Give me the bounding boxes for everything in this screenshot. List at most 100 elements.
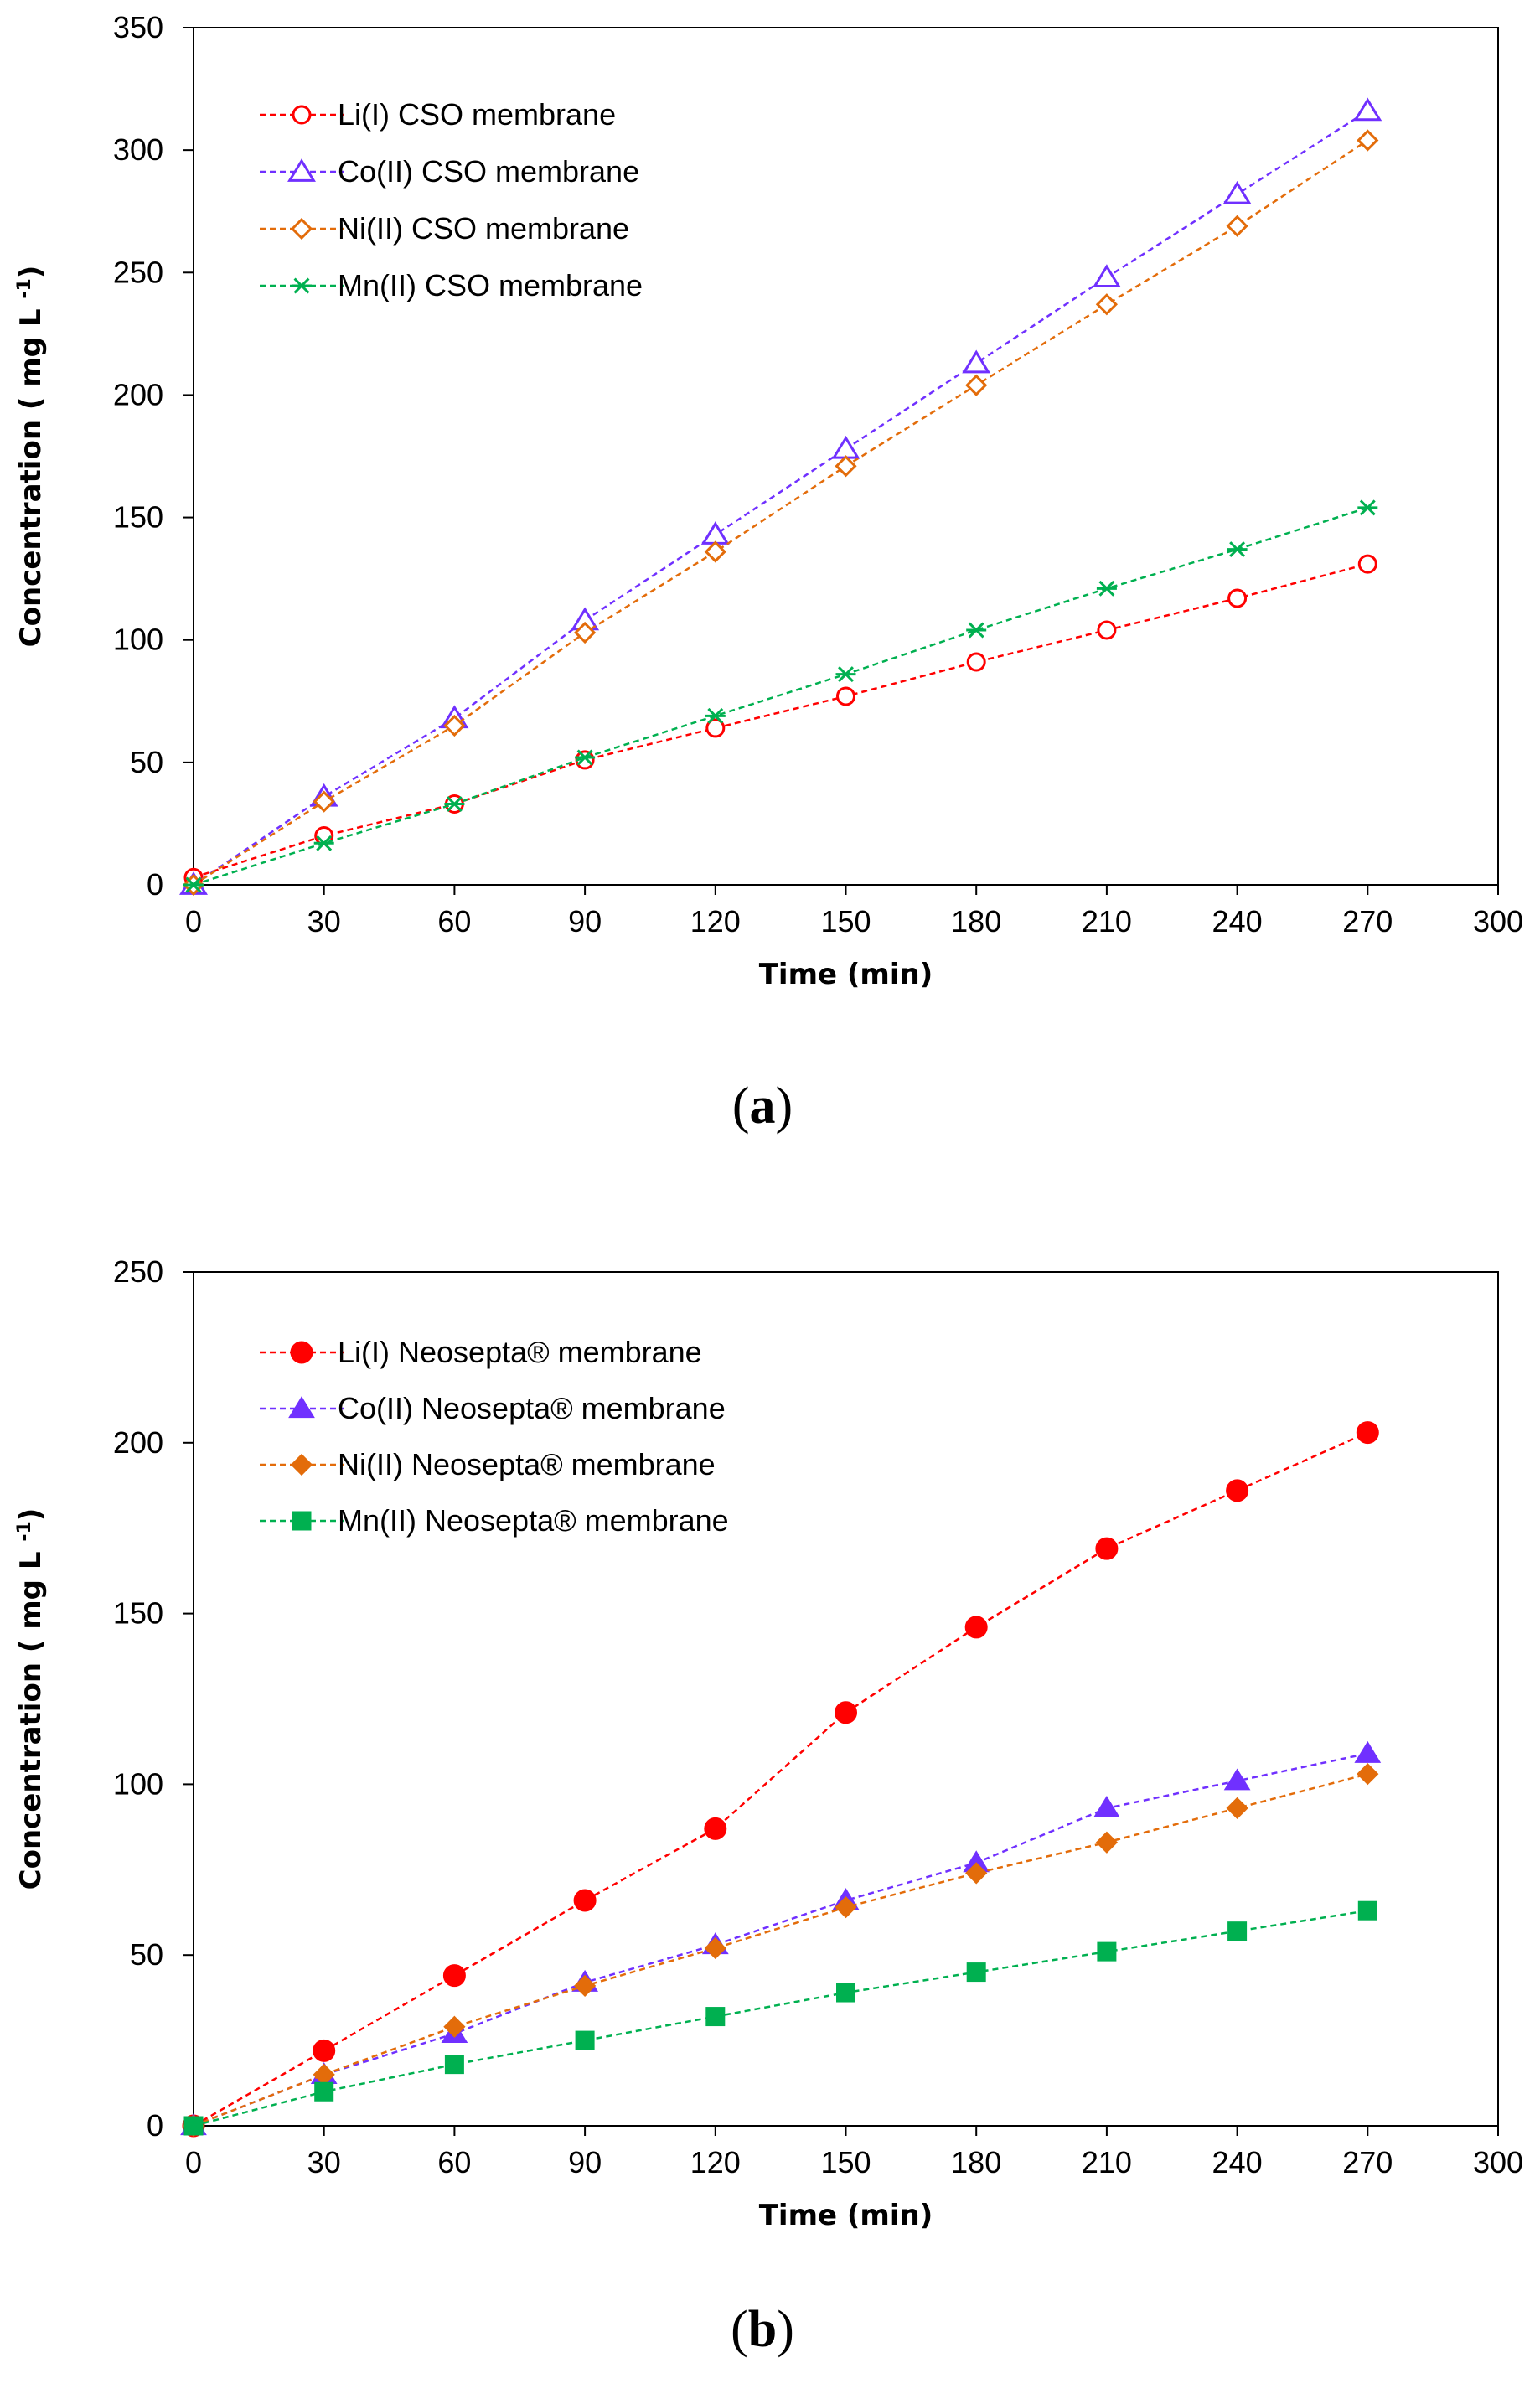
legend-label: Co(II) Neosepta® membrane <box>338 1391 726 1425</box>
data-point <box>704 1817 727 1840</box>
data-point <box>1357 1900 1377 1921</box>
legend-marker <box>292 1511 312 1531</box>
series-2 <box>182 129 1379 897</box>
legend-item: Mn(II) Neosepta® membrane <box>260 1503 729 1538</box>
series-line <box>193 506 1368 887</box>
y-tick-label: 150 <box>113 1596 163 1631</box>
x-tick-label: 0 <box>185 904 202 938</box>
y-tick-label: 100 <box>113 1766 163 1801</box>
data-point <box>444 2055 464 2075</box>
legend-item: Li(I) Neosepta® membrane <box>260 1335 702 1369</box>
data-point <box>1096 580 1117 597</box>
x-tick-label: 30 <box>307 904 341 938</box>
data-point <box>1226 1479 1249 1502</box>
data-point <box>443 2015 466 2038</box>
data-point <box>1357 129 1379 152</box>
legend-marker <box>292 277 312 294</box>
x-tick-label: 270 <box>1342 904 1393 938</box>
data-point <box>966 1962 986 1983</box>
legend-label: Ni(II) CSO membrane <box>338 211 629 246</box>
x-tick-label: 60 <box>437 2145 471 2179</box>
y-tick-label: 300 <box>113 132 163 167</box>
legend-item: Mn(II) CSO membrane <box>260 268 643 302</box>
legend-label: Mn(II) CSO membrane <box>338 268 643 302</box>
x-tick-label: 150 <box>820 2145 871 2179</box>
x-tick-label: 240 <box>1212 2145 1263 2179</box>
x-tick-label: 180 <box>951 2145 1001 2179</box>
data-point <box>705 707 726 724</box>
data-point <box>835 455 857 478</box>
y-tick-label: 200 <box>113 1425 163 1460</box>
y-tick-label: 50 <box>130 1937 163 1972</box>
data-point <box>965 1862 988 1885</box>
series-line <box>193 139 1368 887</box>
x-tick-label: 90 <box>568 2145 602 2179</box>
series-line <box>193 1431 1368 2128</box>
data-point <box>1095 1537 1119 1560</box>
data-point <box>966 622 987 639</box>
data-point <box>575 2030 595 2050</box>
legend-item: Co(II) Neosepta® membrane <box>260 1391 726 1425</box>
panel-label: (b) <box>731 2301 794 2358</box>
legend-label: Ni(II) Neosepta® membrane <box>338 1447 716 1481</box>
y-tick-label: 0 <box>147 867 163 902</box>
x-tick-label: 240 <box>1212 904 1263 938</box>
data-point <box>183 876 204 893</box>
x-tick-label: 90 <box>568 904 602 938</box>
y-tick-label: 250 <box>113 1254 163 1289</box>
panel-label: (a) <box>732 1078 793 1135</box>
data-point <box>835 1701 857 1724</box>
data-point <box>831 435 860 459</box>
legend-marker <box>287 158 316 182</box>
data-point <box>313 2039 336 2062</box>
data-point <box>966 652 986 672</box>
data-point <box>1222 180 1252 204</box>
series-line <box>193 1752 1368 2128</box>
data-point <box>1354 1740 1382 1763</box>
legend-marker <box>292 105 312 125</box>
y-axis-title: Concentration ( mg L -1) <box>14 1508 48 1890</box>
series-3 <box>183 1900 1377 2136</box>
y-axis-title: Concentration ( mg L -1) <box>14 266 48 648</box>
series-3 <box>183 499 1378 893</box>
legend-label: Li(I) CSO membrane <box>338 97 616 132</box>
x-tick-label: 300 <box>1473 904 1523 938</box>
legend-marker <box>290 217 313 240</box>
series-2 <box>182 1763 1379 2138</box>
y-tick-label: 250 <box>113 255 163 289</box>
series-line <box>193 1909 1368 2128</box>
x-tick-label: 30 <box>307 2145 341 2179</box>
series-line <box>193 110 1368 887</box>
data-point <box>1092 264 1121 288</box>
data-point <box>1357 1763 1379 1786</box>
x-tick-label: 60 <box>437 904 471 938</box>
data-point <box>313 790 335 813</box>
data-point <box>313 835 334 851</box>
data-point <box>962 349 991 374</box>
data-point <box>1227 541 1248 558</box>
series-line <box>193 562 1368 879</box>
x-tick-label: 180 <box>951 904 1001 938</box>
data-point <box>1357 499 1378 516</box>
data-point <box>1093 1796 1120 1818</box>
series-0 <box>183 554 1377 887</box>
legend-item: Ni(II) Neosepta® membrane <box>260 1447 716 1481</box>
data-point <box>314 2081 334 2102</box>
data-point <box>835 1896 857 1919</box>
legend-label: Li(I) Neosepta® membrane <box>338 1335 702 1369</box>
x-tick-label: 300 <box>1473 2145 1523 2179</box>
data-point <box>705 2007 726 2027</box>
series-line <box>193 1772 1368 2128</box>
x-tick-label: 270 <box>1342 2145 1393 2179</box>
legend-item: Co(II) CSO membrane <box>260 154 639 189</box>
x-tick-label: 120 <box>690 904 741 938</box>
x-axis-title: Time (min) <box>759 958 933 991</box>
data-point <box>1097 1941 1117 1962</box>
legend-marker <box>290 1341 313 1364</box>
data-point <box>573 1889 597 1912</box>
data-point <box>1095 293 1119 316</box>
data-point <box>1227 1921 1248 1941</box>
data-point <box>964 1616 988 1639</box>
data-point <box>1356 1421 1379 1445</box>
